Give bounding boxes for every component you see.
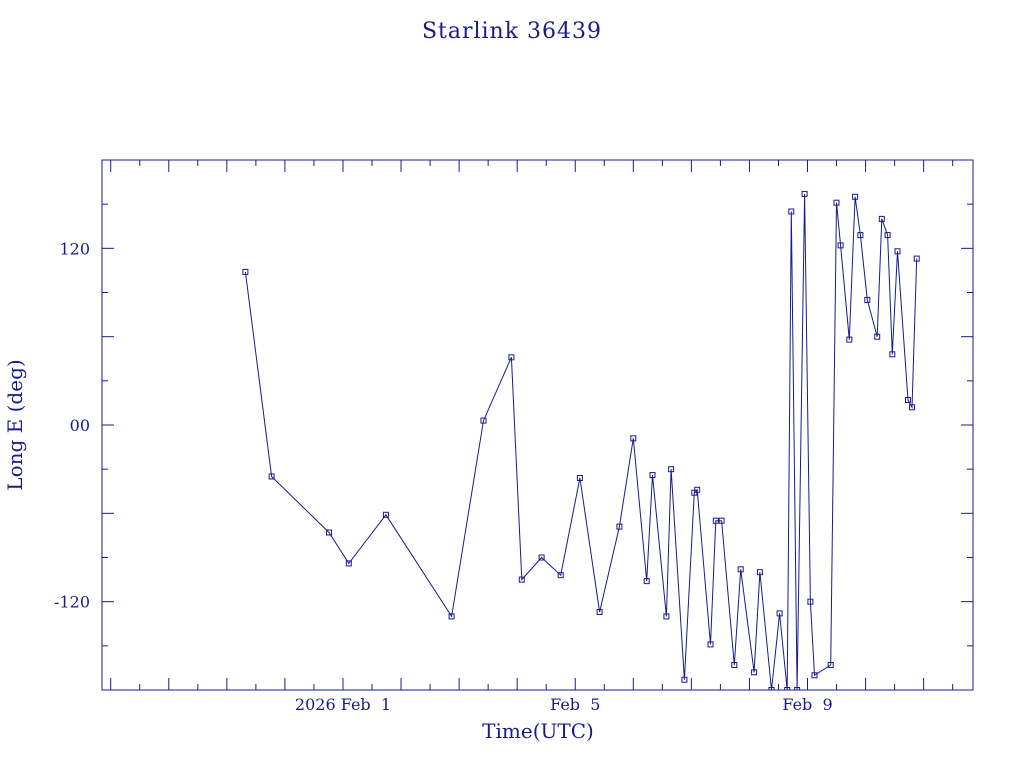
y-tick-label: -120 — [54, 593, 90, 612]
data-point — [326, 529, 332, 536]
data-point — [616, 523, 623, 530]
data-point — [837, 242, 844, 249]
data-point — [663, 613, 670, 620]
x-tick-label: 2026 Feb 1 — [295, 695, 391, 714]
data-point — [756, 569, 763, 576]
data-point — [776, 610, 783, 617]
data-point — [857, 232, 864, 239]
data-point — [538, 554, 545, 561]
data-point — [801, 190, 808, 197]
data-point — [878, 215, 885, 222]
data-point — [833, 199, 840, 206]
data-point — [718, 517, 725, 524]
x-tick-label: Feb 5 — [550, 695, 600, 714]
plot-frame — [101, 159, 974, 691]
data-point — [576, 475, 583, 481]
data-point — [794, 687, 801, 690]
data-point — [874, 333, 881, 340]
data-point — [448, 613, 455, 620]
data-point — [913, 255, 920, 262]
data-point — [643, 578, 650, 585]
data-point — [768, 687, 775, 690]
data-point — [884, 232, 891, 239]
y-tick-labels: 120 00 -120 — [54, 239, 90, 611]
data-point — [731, 662, 738, 668]
y-ticks — [102, 203, 973, 647]
data-point — [905, 397, 911, 403]
data-point — [811, 672, 818, 679]
data-point — [846, 336, 853, 343]
y-tick-label: 120 — [59, 239, 90, 258]
data-point — [864, 296, 871, 303]
data-point — [668, 466, 675, 473]
series-line — [244, 193, 918, 690]
data-point — [630, 435, 637, 442]
data-point — [737, 566, 744, 573]
x-tick-label: Feb 9 — [782, 695, 832, 714]
data-point — [242, 268, 249, 275]
chart-title: Starlink 36439 — [422, 19, 602, 44]
data-point — [345, 560, 352, 567]
x-ticks — [110, 160, 954, 690]
data-point — [707, 641, 714, 648]
data-point — [827, 662, 834, 668]
data-point — [788, 208, 795, 215]
data-point — [557, 572, 564, 579]
y-tick-label: 00 — [70, 416, 90, 435]
data-point — [596, 609, 603, 615]
data-point — [751, 669, 758, 676]
series-layer — [242, 190, 920, 690]
x-tick-labels: 2026 Feb 1 Feb 5 Feb 9 — [295, 695, 833, 714]
data-point — [694, 486, 701, 493]
data-point — [480, 417, 487, 424]
data-point — [518, 576, 525, 583]
data-point — [807, 598, 814, 605]
y-axis-label: Long E (deg) — [3, 359, 27, 490]
data-point — [909, 404, 915, 411]
data-point — [894, 248, 901, 255]
data-point — [889, 351, 896, 358]
data-point — [382, 511, 389, 518]
data-point — [681, 676, 688, 683]
x-axis-label: Time(UTC) — [482, 719, 594, 743]
data-point — [784, 687, 791, 690]
data-point — [852, 193, 859, 200]
data-point — [649, 472, 656, 479]
data-point — [508, 354, 515, 361]
data-point — [268, 473, 275, 480]
data-point — [712, 517, 719, 524]
